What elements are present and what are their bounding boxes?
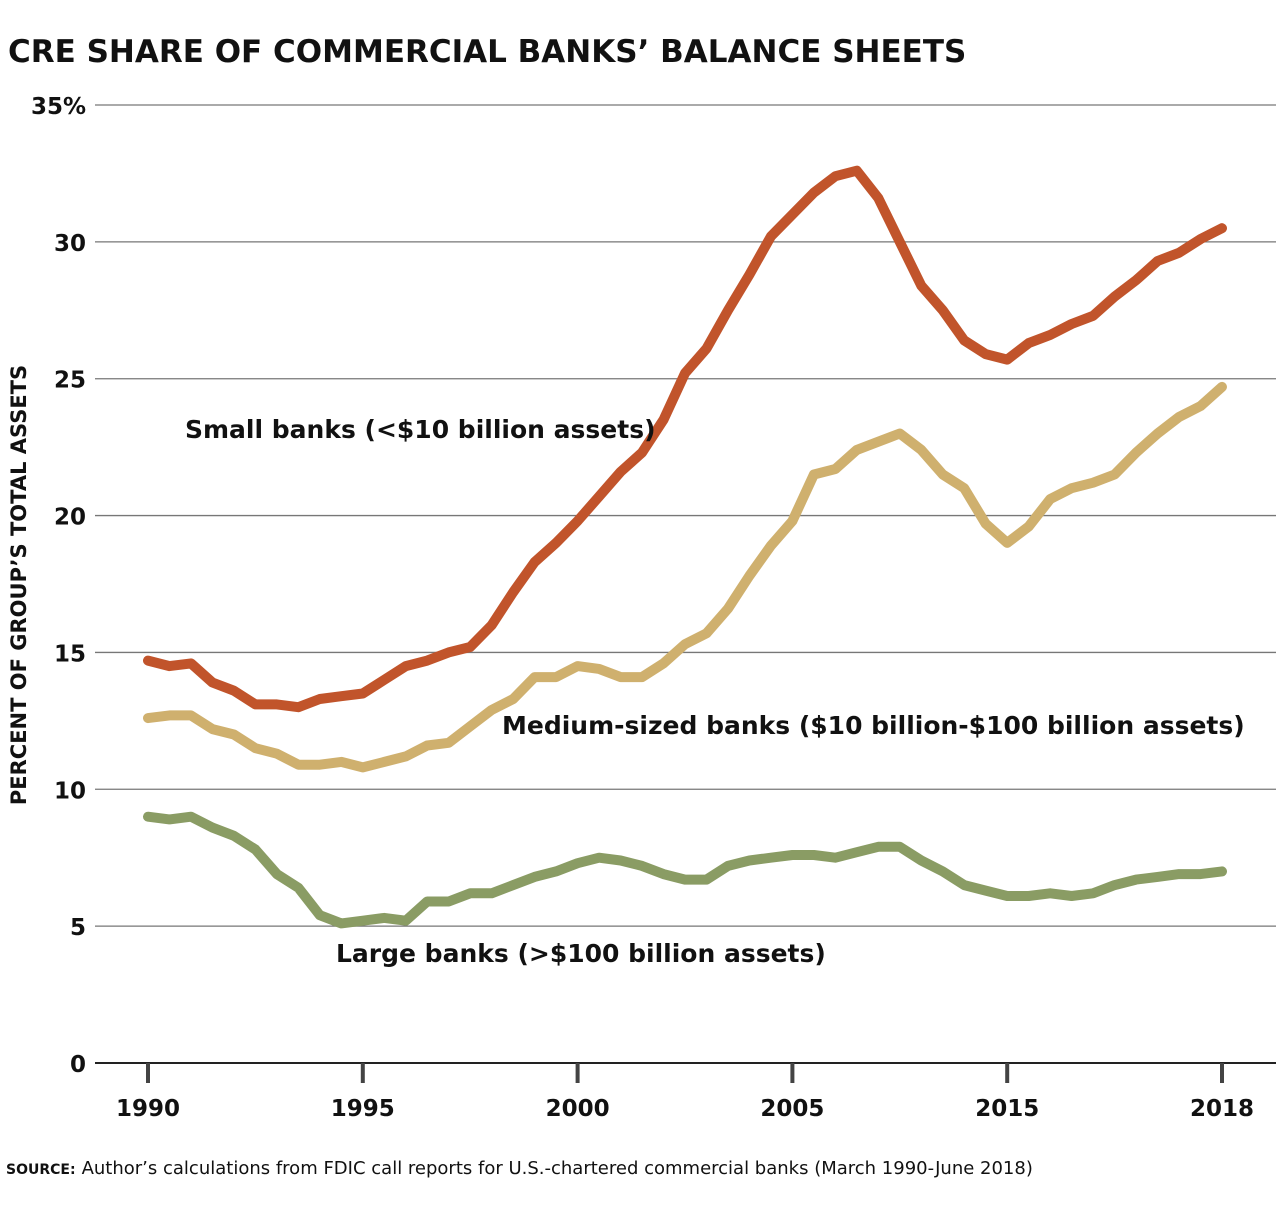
- source-label: SOURCE:: [6, 1162, 76, 1178]
- x-tick-label: 1995: [331, 1096, 395, 1122]
- x-tick-label: 1990: [116, 1096, 180, 1122]
- x-tick-label: 2018: [1190, 1096, 1254, 1122]
- y-tick-label: 10: [54, 778, 86, 804]
- y-tick-label: 0: [70, 1052, 86, 1078]
- x-tick-label: 2015: [975, 1096, 1039, 1122]
- source-note: SOURCE: Author’s calculations from FDIC c…: [6, 1158, 1033, 1179]
- y-axis-label: PERCENT OF GROUP’S TOTAL ASSETS: [7, 365, 31, 805]
- large-banks-line: [143, 811, 1227, 929]
- y-tick-label: 5: [70, 915, 86, 941]
- y-tick-label: 25: [54, 368, 86, 394]
- x-tick-label: 2005: [760, 1096, 824, 1122]
- series-label-medium: Medium-sized banks ($10 billion-$100 bil…: [502, 711, 1245, 740]
- y-tick-label: 20: [54, 505, 86, 531]
- x-tick-label: 2000: [546, 1096, 610, 1122]
- y-tick-label: 35%: [31, 94, 86, 120]
- series-label-large: Large banks (>$100 billion assets): [336, 939, 826, 968]
- y-tick-label: 30: [54, 231, 86, 257]
- y-tick-label: 15: [54, 641, 86, 667]
- series-label-small: Small banks (<$10 billion assets): [185, 415, 656, 444]
- source-text: Author’s calculations from FDIC call rep…: [82, 1158, 1033, 1179]
- chart-title: CRE SHARE OF COMMERCIAL BANKS’ BALANCE S…: [8, 34, 966, 70]
